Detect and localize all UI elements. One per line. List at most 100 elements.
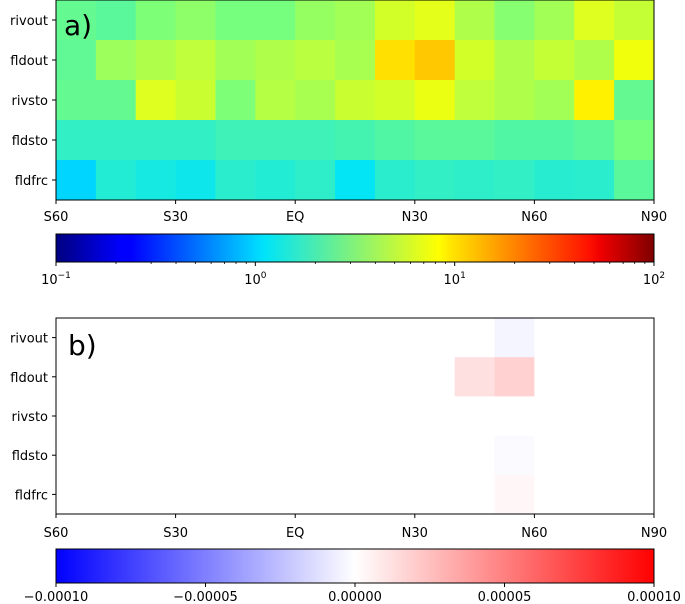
x-tick-label: S60 — [44, 526, 69, 541]
heatmap-cell — [95, 396, 137, 437]
heatmap-cell — [175, 120, 216, 161]
heatmap-cell — [295, 435, 336, 476]
heatmap-cell — [215, 40, 256, 81]
colorbar-b-tick-label: −0.00005 — [173, 590, 238, 604]
heatmap-cell — [574, 474, 615, 515]
colorbar-b-tick-label: 0.00000 — [328, 590, 382, 604]
colorbar-b-ticks: −0.00010 −0.00005 0.00000 0.00005 0.00010 — [24, 583, 681, 604]
heatmap-cell — [614, 80, 655, 121]
heatmap-cell — [56, 318, 97, 358]
heatmap-cell — [454, 357, 496, 397]
y-tick-label: fldsto — [12, 134, 48, 149]
heatmap-cell — [414, 0, 456, 41]
heatmap-cell — [255, 120, 296, 161]
heatmap-cell — [534, 40, 575, 81]
y-tick-label: rivsto — [12, 94, 49, 109]
heatmap-cell — [374, 40, 416, 81]
heatmap-cell — [295, 0, 336, 41]
heatmap-cell — [175, 40, 216, 81]
heatmap-cell — [454, 396, 496, 437]
heatmap-cell — [335, 396, 376, 437]
heatmap-cell — [215, 160, 256, 201]
panel-b-y-axis: rivout fldout rivsto fldsto fldfrc — [10, 332, 56, 503]
heatmap-cell — [534, 80, 575, 121]
heatmap-cell — [95, 120, 137, 161]
y-tick-label: fldfrc — [15, 488, 48, 503]
panel-a-y-axis: rivout fldout rivsto fldsto fldfrc — [10, 14, 56, 189]
heatmap-cell — [534, 120, 575, 161]
x-tick-label: N30 — [402, 526, 428, 541]
heatmap-cell — [374, 435, 416, 476]
heatmap-cell — [534, 474, 575, 515]
heatmap-cell — [494, 318, 535, 358]
colorbar-b-tick-label: 0.00005 — [478, 590, 532, 604]
x-tick-label: EQ — [286, 210, 304, 225]
heatmap-cell — [295, 40, 336, 81]
y-tick-label: fldsto — [12, 449, 48, 464]
x-tick-label: N60 — [521, 210, 547, 225]
heatmap-cell — [614, 120, 655, 161]
colorbar-a-tick-label: 101 — [444, 271, 466, 288]
heatmap-cell — [255, 435, 296, 476]
heatmap-cell — [454, 120, 496, 161]
heatmap-cell — [454, 318, 496, 358]
heatmap-cell — [175, 0, 216, 41]
heatmap-cell — [135, 474, 177, 515]
heatmap-cell — [175, 318, 216, 358]
heatmap-cell — [614, 435, 655, 476]
heatmap-cell — [175, 396, 216, 437]
heatmap-cell — [56, 80, 97, 121]
heatmap-cell — [56, 435, 97, 476]
heatmap-cell — [215, 120, 256, 161]
heatmap-cell — [215, 474, 256, 515]
heatmap-cell — [374, 0, 416, 41]
heatmap-cell — [215, 80, 256, 121]
heatmap-cell — [295, 318, 336, 358]
heatmap-cell — [295, 80, 336, 121]
heatmap-cell — [95, 0, 137, 41]
heatmap-cell — [574, 160, 615, 201]
colorbar-a-bar — [55, 233, 655, 263]
heatmap-cell — [454, 80, 496, 121]
heatmap-cell — [574, 0, 615, 41]
panel-a-label: a) — [64, 9, 92, 42]
x-tick-label: N90 — [641, 210, 667, 225]
heatmap-cell — [574, 80, 615, 121]
heatmap-cell — [335, 0, 376, 41]
heatmap-cell — [135, 357, 177, 397]
heatmap-cell — [175, 474, 216, 515]
heatmap-cell — [374, 357, 416, 397]
heatmap-cell — [414, 40, 456, 81]
x-tick-label: S30 — [163, 210, 188, 225]
heatmap-cell — [494, 120, 535, 161]
heatmap-cell — [454, 474, 496, 515]
heatmap-cell — [574, 357, 615, 397]
heatmap-cell — [215, 357, 256, 397]
heatmap-cell — [614, 474, 655, 515]
x-tick-label: N30 — [402, 210, 428, 225]
x-tick-label: EQ — [286, 526, 304, 541]
heatmap-cell — [614, 396, 655, 437]
heatmap-cell — [135, 80, 177, 121]
heatmap-cell — [454, 40, 496, 81]
heatmap-cell — [414, 435, 456, 476]
heatmap-cell — [255, 80, 296, 121]
heatmap-cell — [295, 357, 336, 397]
heatmap-cell — [295, 120, 336, 161]
heatmap-cell — [135, 120, 177, 161]
heatmap-cell — [534, 357, 575, 397]
heatmap-cell — [494, 396, 535, 437]
heatmap-cell — [95, 474, 137, 515]
y-tick-label: fldfrc — [15, 174, 48, 189]
heatmap-cell — [175, 357, 216, 397]
heatmap-cell — [574, 120, 615, 161]
heatmap-cell — [56, 0, 97, 41]
heatmap-cell — [574, 396, 615, 437]
panel-a-heatmap — [56, 0, 655, 201]
y-tick-label: fldout — [10, 54, 48, 69]
heatmap-cell — [534, 396, 575, 437]
heatmap-cell — [374, 396, 416, 437]
heatmap-cell — [374, 318, 416, 358]
heatmap-cell — [335, 435, 376, 476]
